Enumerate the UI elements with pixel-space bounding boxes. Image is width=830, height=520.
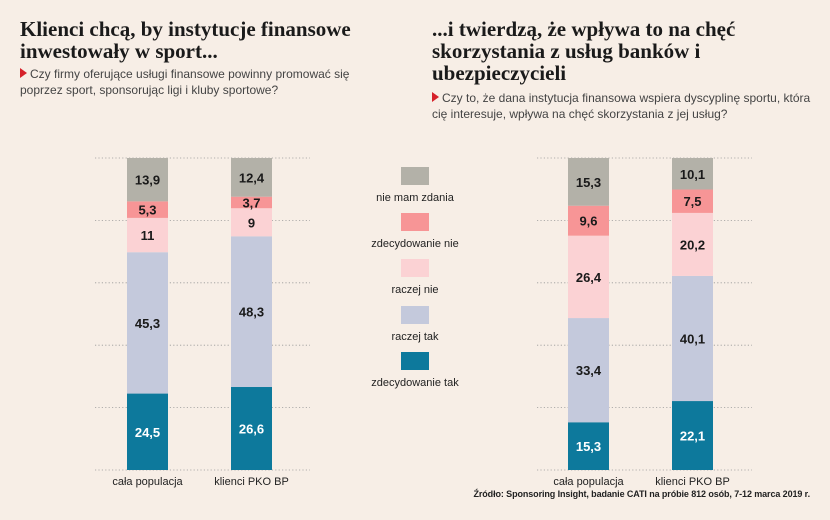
data-label: 26,6	[239, 422, 264, 437]
bar-segment-zdecydowanie-tak	[568, 422, 609, 470]
bar-segment-zdecydowanie-tak	[127, 393, 168, 470]
bar-segment-raczej-nie	[127, 217, 168, 253]
right-chart-title: ...i twierdzą, że wpływa to na chęć skor…	[432, 17, 736, 85]
data-label: 12,4	[239, 170, 265, 185]
data-label: 22,1	[680, 429, 705, 444]
data-label: 15,3	[576, 175, 601, 190]
source-note: Źródło: Sponsoring Insight, badanie CATI…	[473, 489, 810, 499]
bar-segment-raczej-tak	[672, 275, 713, 402]
category-label: klienci PKO BP	[655, 476, 730, 488]
legend-swatch-raczej-tak	[401, 306, 429, 324]
data-label: 11	[141, 228, 155, 243]
data-label: 40,1	[680, 331, 705, 346]
bar-segment-raczej-nie	[672, 212, 713, 276]
data-label: 45,3	[135, 316, 160, 331]
triangle-bullet-icon	[432, 92, 439, 102]
legend-swatch-nie-mam-zdania	[401, 167, 429, 185]
right-chart-subtitle: Czy to, że dana instytucja finansowa wsp…	[432, 90, 822, 122]
category-label: cała populacja	[112, 476, 183, 488]
left-chart-question: Czy firmy oferujące usługi finansowe pow…	[20, 67, 350, 97]
bar-segment-nie-mam-zdania	[127, 158, 168, 202]
right-chart-question: Czy to, że dana instytucja finansowa wsp…	[432, 91, 811, 121]
data-label: 3,7	[242, 195, 260, 210]
legend-label: zdecydowanie nie	[371, 238, 458, 250]
legend-label: nie mam zdania	[376, 192, 455, 204]
bar-segment-zdecydowanie-nie	[568, 205, 609, 236]
bar-segment-raczej-tak	[568, 318, 609, 423]
legend-swatch-zdecydowanie-tak	[401, 352, 429, 370]
data-label: 13,9	[135, 173, 160, 188]
category-label: klienci PKO BP	[214, 476, 289, 488]
legend-swatch-zdecydowanie-nie	[401, 213, 429, 231]
category-label: cała populacja	[553, 476, 624, 488]
bar-segment-raczej-nie	[231, 208, 272, 237]
bar-segment-nie-mam-zdania	[568, 158, 609, 206]
data-label: 15,3	[576, 439, 601, 454]
left-chart-title: Klienci chcą, by instytucje finansowe in…	[20, 17, 351, 63]
bar-segment-zdecydowanie-nie	[127, 201, 168, 218]
bar-segment-raczej-tak	[127, 252, 168, 394]
triangle-bullet-icon	[20, 68, 27, 78]
bar-segment-zdecydowanie-nie	[231, 196, 272, 209]
bar-segment-nie-mam-zdania	[231, 158, 272, 197]
data-label: 5,3	[138, 203, 156, 218]
bar-segment-zdecydowanie-nie	[672, 189, 713, 213]
data-label: 20,2	[680, 237, 705, 252]
data-label: 26,4	[576, 270, 602, 285]
data-label: 9	[248, 215, 255, 230]
data-label: 24,5	[135, 425, 160, 440]
data-label: 9,6	[579, 214, 597, 229]
legend-label: raczej nie	[391, 284, 438, 296]
bar-segment-zdecydowanie-tak	[231, 387, 272, 470]
bar-segment-nie-mam-zdania	[672, 158, 713, 190]
bar-segment-raczej-tak	[231, 236, 272, 388]
data-label: 33,4	[576, 363, 602, 378]
data-label: 10,1	[680, 167, 705, 182]
data-label: 48,3	[239, 305, 264, 320]
legend-swatch-raczej-nie	[401, 259, 429, 277]
legend-label: raczej tak	[391, 331, 439, 343]
legend-label: zdecydowanie tak	[371, 377, 459, 389]
bar-segment-raczej-nie	[568, 235, 609, 319]
data-label: 7,5	[683, 194, 701, 209]
bar-segment-zdecydowanie-tak	[672, 401, 713, 470]
left-chart-subtitle: Czy firmy oferujące usługi finansowe pow…	[20, 66, 370, 98]
